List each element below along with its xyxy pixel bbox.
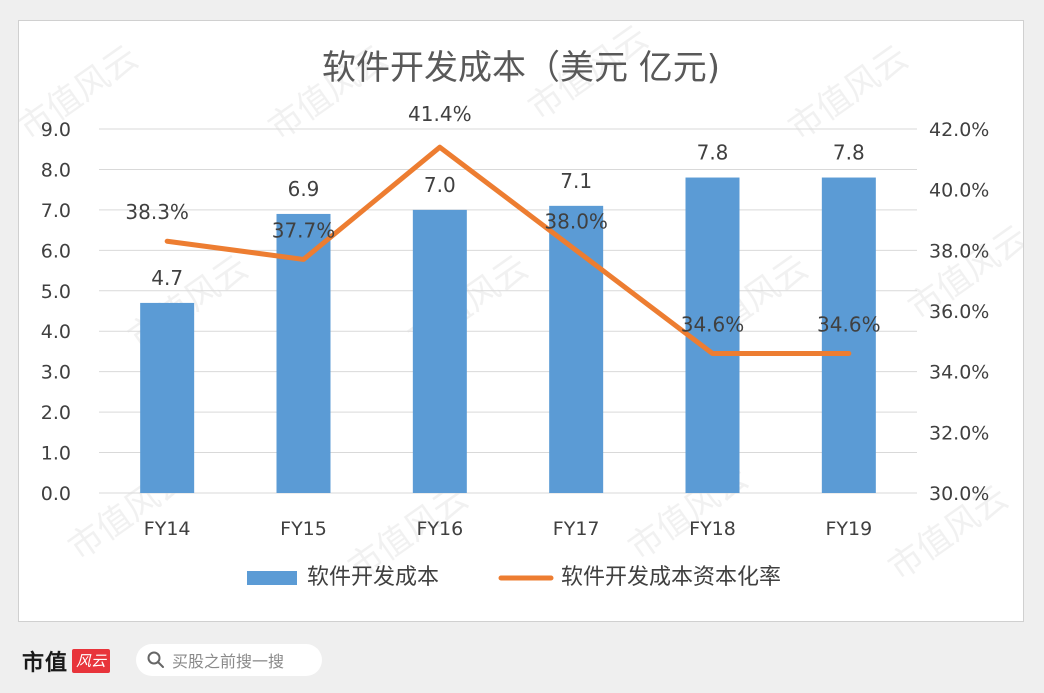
x-tick-label: FY14 [144, 518, 191, 540]
legend-bar-label: 软件开发成本 [307, 565, 439, 590]
line-data-label: 38.3% [125, 200, 189, 224]
brand-logo[interactable]: 市值 风云 [22, 646, 111, 676]
x-tick-label: FY15 [280, 518, 327, 540]
x-tick-label: FY18 [689, 518, 736, 540]
bar [412, 209, 467, 493]
y-right-tick-label: 42.0% [929, 119, 989, 141]
y-left-tick-label: 8.0 [41, 159, 71, 181]
line-data-label: 37.7% [272, 218, 336, 242]
y-right-tick-label: 32.0% [929, 422, 989, 444]
bar [140, 302, 195, 493]
y-left-tick-label: 1.0 [41, 443, 71, 465]
y-left-tick-label: 7.0 [41, 200, 71, 222]
search-box[interactable]: 买股之前搜一搜 [136, 644, 322, 676]
watermark-text: 市值风云 [19, 38, 146, 149]
y-left-tick-label: 9.0 [41, 119, 71, 141]
line-data-label: 34.6% [681, 312, 745, 336]
y-left-tick-label: 6.0 [41, 240, 71, 262]
bar-data-label: 7.8 [697, 141, 729, 165]
bar-data-label: 4.7 [151, 266, 183, 290]
chart-frame: 市值风云 市值风云 市值风云 市值风云 市值风云 市值风云 市值风云 市值风云 市值风云 市值风云… [18, 20, 1024, 622]
y-left-tick-label: 2.0 [41, 402, 71, 424]
bar-data-label: 7.0 [424, 173, 456, 197]
line-series [164, 144, 852, 356]
y-left-tick-label: 5.0 [41, 281, 71, 303]
bar [821, 177, 876, 494]
watermark-text: 市值风云 [781, 38, 915, 149]
y-right-tick-label: 34.0% [929, 362, 989, 384]
brand-name: 市值 [22, 650, 69, 676]
x-tick-label: FY16 [416, 518, 463, 540]
x-tick-label: FY19 [825, 518, 872, 540]
bar-data-label: 6.9 [288, 177, 320, 201]
bar [549, 205, 604, 493]
y-left-tick-label: 0.0 [41, 483, 71, 505]
y-left-tick-label: 4.0 [41, 321, 71, 343]
y-right-tick-label: 30.0% [929, 483, 989, 505]
x-tick-label: FY17 [553, 518, 600, 540]
legend-bar-swatch [247, 571, 297, 585]
footer-bar: 市值 风云 买股之前搜一搜 [0, 630, 1044, 693]
y-right-tick-label: 36.0% [929, 301, 989, 323]
line-data-label: 38.0% [544, 209, 608, 233]
search-placeholder: 买股之前搜一搜 [172, 652, 285, 671]
bar-data-label: 7.1 [560, 169, 592, 193]
brand-logo-badge: 风云 [72, 649, 111, 673]
bar-data-label: 7.8 [833, 141, 865, 165]
bar [685, 177, 740, 494]
y-left-tick-label: 3.0 [41, 362, 71, 384]
line-data-label: 34.6% [817, 312, 881, 336]
y-right-tick-label: 38.0% [929, 240, 989, 262]
legend-line-label: 软件开发成本资本化率 [561, 565, 781, 590]
search-icon [147, 651, 164, 668]
chart-title: 软件开发成本（美元 亿元) [322, 48, 720, 88]
line-data-label: 41.4% [408, 102, 472, 126]
y-right-tick-label: 40.0% [929, 180, 989, 202]
